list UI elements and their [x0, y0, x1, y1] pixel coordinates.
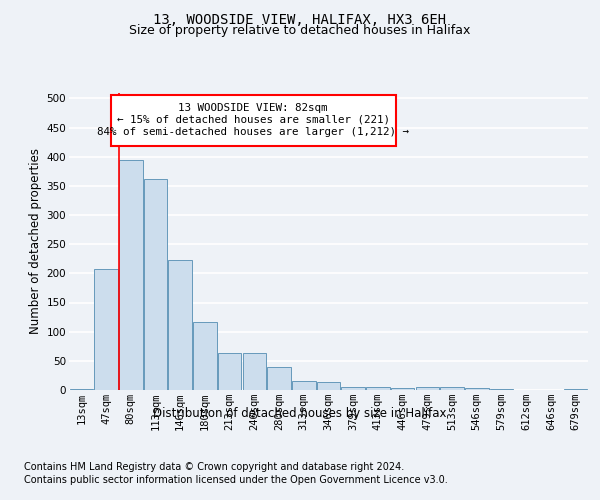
Bar	[94, 269, 118, 390]
Bar	[119, 160, 143, 390]
Bar	[416, 387, 439, 390]
Bar	[564, 389, 587, 390]
Bar	[70, 389, 93, 390]
Bar	[144, 179, 167, 390]
Bar	[292, 381, 316, 390]
Text: 13, WOODSIDE VIEW, HALIFAX, HX3 6EH: 13, WOODSIDE VIEW, HALIFAX, HX3 6EH	[154, 12, 446, 26]
Text: Distribution of detached houses by size in Halifax: Distribution of detached houses by size …	[153, 408, 447, 420]
Text: ← 15% of detached houses are smaller (221): ← 15% of detached houses are smaller (22…	[117, 115, 390, 125]
Bar	[218, 352, 241, 390]
Bar	[242, 352, 266, 390]
Text: Size of property relative to detached houses in Halifax: Size of property relative to detached ho…	[130, 24, 470, 37]
Bar	[465, 388, 488, 390]
Text: 13 WOODSIDE VIEW: 82sqm: 13 WOODSIDE VIEW: 82sqm	[178, 103, 328, 113]
Bar	[391, 388, 415, 390]
Text: 84% of semi-detached houses are larger (1,212) →: 84% of semi-detached houses are larger (…	[97, 126, 409, 136]
Text: Contains public sector information licensed under the Open Government Licence v3: Contains public sector information licen…	[24, 475, 448, 485]
Bar	[341, 386, 365, 390]
Bar	[366, 387, 389, 390]
Text: Contains HM Land Registry data © Crown copyright and database right 2024.: Contains HM Land Registry data © Crown c…	[24, 462, 404, 472]
Bar	[317, 382, 340, 390]
Bar	[268, 366, 291, 390]
FancyBboxPatch shape	[110, 96, 396, 146]
Bar	[440, 387, 464, 390]
Bar	[193, 322, 217, 390]
Bar	[169, 260, 192, 390]
Y-axis label: Number of detached properties: Number of detached properties	[29, 148, 43, 334]
